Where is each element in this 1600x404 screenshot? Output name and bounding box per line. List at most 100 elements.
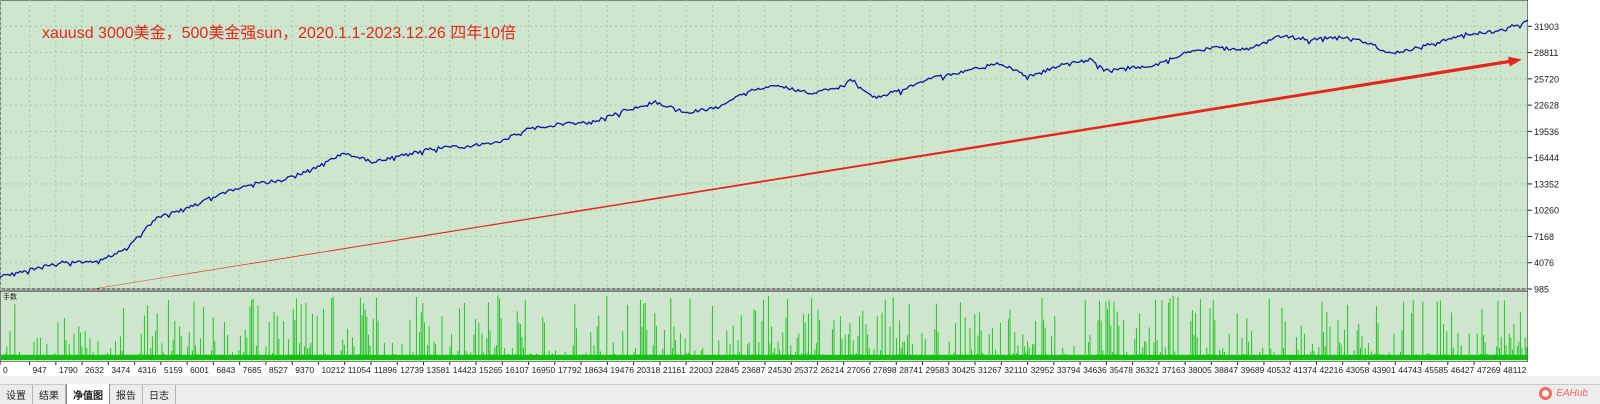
tab-report[interactable]: 报告: [110, 385, 143, 404]
arrow-shaft: [1192, 98, 1275, 114]
arrow-shaft: [957, 136, 1039, 152]
arrow-shaft: [1035, 123, 1118, 139]
x-tick-label: 38847: [1214, 365, 1238, 375]
x-tick-label: 36321: [1136, 365, 1160, 375]
tab-equity-chart[interactable]: 净值图: [66, 384, 110, 404]
tab-report-label: 报告: [116, 391, 136, 402]
x-tick-label: 947: [33, 365, 47, 375]
x-tick-label: 0: [3, 365, 8, 375]
arrow-shaft: [171, 263, 252, 277]
x-tick-label: 24530: [768, 365, 792, 375]
x-tick-label: 15265: [479, 365, 503, 375]
grid-lines: [0, 0, 1528, 290]
x-tick-label: 23687: [742, 365, 766, 375]
y-tick-label: 13352: [1534, 179, 1559, 189]
arrow-shaft: [93, 276, 173, 290]
arrow-shaft: [564, 199, 645, 214]
y-tick-label: 25720: [1534, 74, 1559, 84]
x-tick-label: 47269: [1477, 365, 1501, 375]
arrow-shaft: [328, 237, 409, 252]
x-tick-label: 33794: [1057, 365, 1081, 375]
arrow-shaft: [800, 161, 881, 177]
x-tick-label: 39689: [1241, 365, 1265, 375]
price-axis-strip: [1528, 0, 1600, 376]
tab-settings-label: 设置: [6, 391, 26, 402]
arrow-shaft: [1428, 59, 1511, 76]
y-tick-label: 19536: [1534, 127, 1559, 137]
x-tick-label: 38005: [1188, 365, 1212, 375]
x-tick-label: 21161: [663, 365, 686, 375]
lots-panel-label: 手数: [3, 292, 17, 301]
x-tick-label: 14423: [453, 365, 477, 375]
x-tick-label: 43058: [1346, 365, 1370, 375]
equity-series: [0, 19, 1529, 279]
tab-equity-chart-label: 净值图: [73, 390, 103, 402]
x-tick-label: 8527: [269, 365, 288, 375]
x-tick-label: 20318: [637, 365, 661, 375]
x-tick-label: 19476: [610, 365, 634, 375]
x-tick-label: 11896: [374, 365, 397, 375]
y-tick-label: 7168: [1534, 232, 1554, 242]
arrow-shaft: [643, 187, 724, 202]
x-tick-label: 5159: [164, 365, 183, 375]
x-tick-label: 17792: [558, 365, 582, 375]
x-tick-label: 46427: [1451, 365, 1475, 375]
x-tick-label: 41374: [1293, 365, 1317, 375]
x-tick-label: 7685: [243, 365, 262, 375]
tab-journal[interactable]: 日志: [143, 385, 176, 404]
x-tick-label: 42216: [1319, 365, 1343, 375]
logo-icon: [1539, 386, 1553, 400]
site-watermark: EAHub: [1539, 385, 1588, 401]
arrow-shaft: [1271, 85, 1354, 101]
x-tick-label: 3474: [111, 365, 130, 375]
x-tick-label: 43901: [1372, 365, 1396, 375]
y-tick-label: 16444: [1534, 153, 1559, 163]
arrow-shaft: [1114, 110, 1196, 126]
trend-arrow: [93, 56, 1522, 290]
x-tick-label: 18634: [584, 365, 608, 375]
x-tick-label: 44743: [1398, 365, 1422, 375]
y-tick-label: 10260: [1534, 206, 1559, 216]
x-tick-label: 31267: [978, 365, 1002, 375]
arrow-shaft: [878, 148, 960, 164]
arrow-shaft: [721, 174, 803, 189]
x-tick-label: 2632: [85, 365, 104, 375]
arrow-head: [1508, 56, 1522, 67]
x-tick-label: 32952: [1031, 365, 1055, 375]
y-tick-label: 22628: [1534, 101, 1559, 111]
tab-journal-label: 日志: [149, 391, 169, 402]
x-tick-label: 45585: [1425, 365, 1449, 375]
x-tick-label: 1790: [59, 365, 78, 375]
arrow-shaft: [486, 212, 566, 227]
chart-annotation: xauusd 3000美金，500美金强sun，2020.1.1-2023.12…: [42, 24, 516, 42]
x-tick-label: 25372: [794, 365, 818, 375]
time-axis-strip: [0, 362, 1528, 376]
y-tick-label: 31903: [1534, 22, 1559, 32]
x-tick-label: 16950: [532, 365, 556, 375]
tab-settings[interactable]: 设置: [0, 385, 33, 404]
x-tick-label: 6001: [190, 365, 209, 375]
x-tick-label: 10212: [321, 365, 345, 375]
tester-tabs: 设置 结果 净值图 报告 日志: [0, 384, 1600, 404]
equity-line: [0, 19, 1529, 279]
arrow-shaft: [250, 250, 330, 265]
tab-results[interactable]: 结果: [33, 385, 66, 404]
x-tick-label: 35478: [1109, 365, 1133, 375]
x-tick-label: 22003: [689, 365, 713, 375]
tab-results-label: 结果: [39, 391, 59, 402]
y-tick-label: 985: [1534, 285, 1549, 295]
x-tick-label: 28741: [899, 365, 923, 375]
price-axis: 985 4076 7168 10260 13352 16444 19536 22628 2572…: [1528, 22, 1559, 295]
time-axis: 0 947 1790 2632 3474 4316 5159 6001 6843 7685 8527…: [0, 362, 1527, 375]
arrow-shaft: [1350, 72, 1432, 89]
x-tick-label: 12739: [400, 365, 424, 375]
x-tick-label: 22845: [715, 365, 739, 375]
x-tick-label: 37163: [1162, 365, 1186, 375]
y-tick-label: 28811: [1534, 48, 1558, 58]
watermark-text: EAHub: [1556, 387, 1588, 399]
lots-histogram: [1, 295, 1528, 360]
x-tick-label: 26214: [820, 365, 844, 375]
x-tick-label: 48112: [1503, 365, 1526, 375]
x-tick-label: 6843: [216, 365, 235, 375]
